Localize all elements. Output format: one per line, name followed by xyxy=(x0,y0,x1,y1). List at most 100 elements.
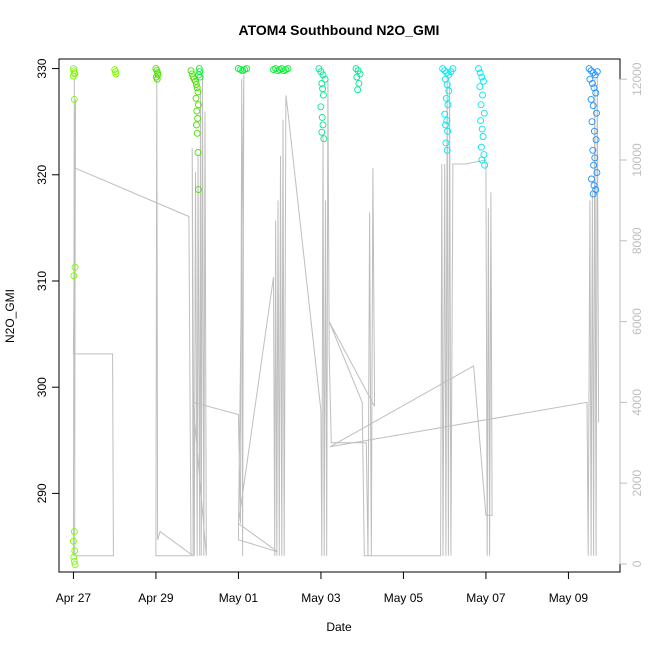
x-tick-label: Apr 29 xyxy=(138,591,174,605)
data-point xyxy=(319,121,327,129)
data-point xyxy=(319,91,327,99)
y-tick-label: 330 xyxy=(35,58,49,78)
data-point xyxy=(480,109,488,117)
data-point xyxy=(478,125,486,133)
chart-title: ATOM4 Southbound N2O_GMI xyxy=(239,22,440,38)
data-point xyxy=(590,161,598,169)
data-point xyxy=(71,263,79,271)
data-point xyxy=(355,79,363,87)
data-point xyxy=(477,117,485,125)
data-point xyxy=(476,69,484,77)
data-point xyxy=(479,91,487,99)
data-point xyxy=(592,136,600,144)
data-point xyxy=(194,186,202,194)
x-tick-label: May 09 xyxy=(549,591,589,605)
data-point xyxy=(478,73,486,81)
y2-tick-label: 12000 xyxy=(630,62,644,96)
data-point xyxy=(318,128,326,136)
data-point xyxy=(442,121,449,129)
x-axis: Apr 27 Apr 29 May 01 May 03 May 05 May 07 May … xyxy=(56,571,589,605)
data-point xyxy=(194,115,202,122)
data-point xyxy=(477,143,485,151)
data-point xyxy=(479,133,487,140)
data-point xyxy=(593,169,601,177)
data-point xyxy=(317,103,325,111)
y2-tick-label: 10000 xyxy=(630,143,644,177)
x-tick-label: May 05 xyxy=(384,591,424,605)
data-point xyxy=(196,68,204,76)
y-axis-left: 290 300 310 320 330 xyxy=(35,58,60,503)
data-point xyxy=(194,149,202,156)
data-point xyxy=(589,69,597,77)
data-point xyxy=(193,84,201,92)
data-point xyxy=(69,72,77,80)
data-point xyxy=(593,68,601,76)
x-tick-label: Apr 27 xyxy=(56,591,92,605)
y-tick-label: 300 xyxy=(35,377,49,397)
y2-tick-label: 6000 xyxy=(630,308,644,335)
data-point xyxy=(154,71,162,79)
data-point xyxy=(592,89,600,97)
data-point xyxy=(319,85,327,93)
data-point xyxy=(443,117,451,125)
data-point xyxy=(353,73,361,81)
data-point xyxy=(187,67,195,75)
data-point xyxy=(480,77,487,85)
data-point xyxy=(70,557,78,565)
plot-frame xyxy=(58,58,621,573)
data-point xyxy=(449,65,457,73)
data-point xyxy=(70,528,78,536)
data-point xyxy=(590,181,598,189)
data-point xyxy=(475,65,482,73)
data-point xyxy=(69,537,77,545)
data-point xyxy=(441,110,449,118)
data-point xyxy=(585,65,593,73)
data-point xyxy=(590,127,598,135)
data-point xyxy=(320,135,328,143)
x-tick-label: May 07 xyxy=(466,591,506,605)
data-point xyxy=(354,86,362,94)
altitude-trace-layer xyxy=(72,75,600,557)
y2-tick-label: 4000 xyxy=(630,389,644,416)
y-tick-label: 310 xyxy=(35,271,49,291)
data-point xyxy=(112,70,120,78)
y-tick-label: 290 xyxy=(35,483,49,503)
data-point xyxy=(321,75,329,83)
data-point xyxy=(439,65,447,73)
data-point xyxy=(243,65,251,73)
data-point xyxy=(444,127,452,135)
data-point xyxy=(192,94,200,102)
data-point xyxy=(445,87,453,95)
data-point xyxy=(318,79,326,87)
data-point xyxy=(196,73,204,81)
y2-tick-label: 2000 xyxy=(630,469,644,496)
data-point xyxy=(352,65,360,73)
data-point xyxy=(443,69,451,77)
data-point xyxy=(194,88,202,96)
data-point xyxy=(193,107,201,115)
data-point xyxy=(70,272,78,280)
data-point xyxy=(443,146,451,154)
data-point xyxy=(193,129,201,137)
data-point xyxy=(588,79,596,87)
y-axis-right: 0 2000 4000 6000 8000 10000 12000 xyxy=(619,62,644,567)
data-point xyxy=(477,101,485,109)
data-point xyxy=(70,95,78,103)
data-point xyxy=(192,81,200,88)
data-point xyxy=(442,94,450,102)
data-point xyxy=(192,121,200,129)
data-point xyxy=(153,75,161,83)
data-point xyxy=(284,65,292,73)
data-point xyxy=(593,109,600,117)
data-point xyxy=(589,190,597,198)
data-point xyxy=(588,175,595,183)
data-point xyxy=(476,83,484,91)
data-point xyxy=(318,113,326,121)
data-point xyxy=(442,139,450,147)
data-point xyxy=(319,71,327,79)
data-point xyxy=(194,101,202,109)
data-point xyxy=(443,81,451,88)
y-axis-label: N2O_GMI xyxy=(3,289,17,343)
y2-tick-label: 0 xyxy=(630,560,644,567)
